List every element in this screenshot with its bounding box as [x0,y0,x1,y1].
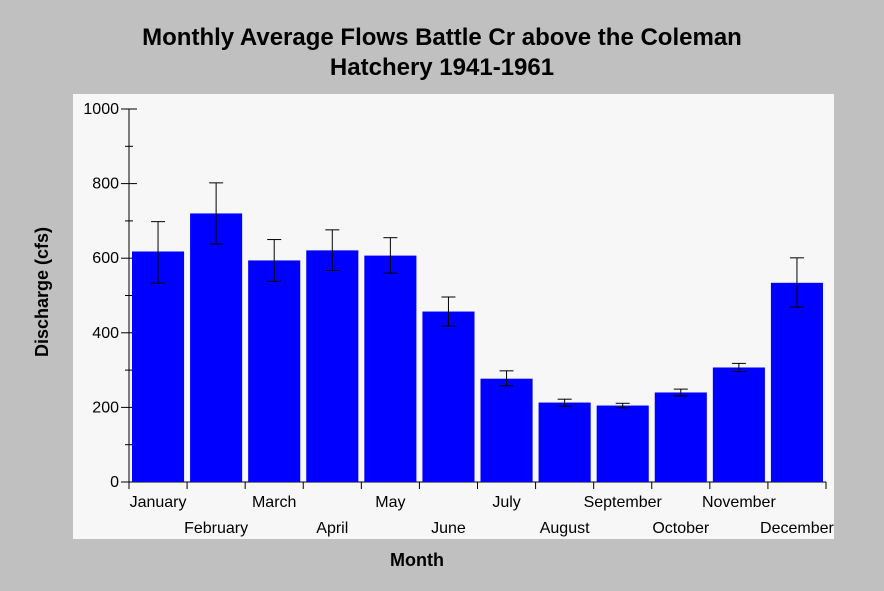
bar-december [770,282,823,482]
bar-november [712,367,765,482]
bar-january [132,251,185,482]
error-bars [151,182,804,409]
x-tick-label: September [584,494,663,511]
bar-june [422,311,475,482]
x-tick-label: October [652,520,710,537]
bar-may [364,255,417,482]
x-tick-label: March [252,494,296,511]
bar-october [654,392,707,482]
x-tick-label: February [184,520,248,537]
bar-september [596,405,649,482]
y-tick-label: 400 [92,325,119,342]
y-tick-label: 200 [92,399,119,416]
x-tick-label: May [375,494,405,511]
x-tick-label: June [431,520,466,537]
chart-title-line-2: Hatchery 1941-1961 [330,54,554,81]
chart-title-line-1: Monthly Average Flows Battle Cr above th… [142,24,742,51]
bar-series [132,213,823,482]
y-tick-label: 800 [92,176,119,193]
bar-april [306,250,359,482]
bar-march [248,260,301,482]
y-tick-label: 600 [92,250,119,267]
x-tick-label: August [540,520,590,537]
y-tick-label: 0 [110,474,119,491]
x-tick-label: January [130,494,187,511]
bar-july [480,378,533,482]
x-tick-label: November [702,494,776,511]
y-axis: 0 200 400 600 800 1000 [83,101,137,491]
bar-august [538,402,591,482]
x-axis-label: Month [390,550,444,570]
x-tick-label: December [760,520,834,537]
x-tick-label: April [316,520,348,537]
y-axis-label: Discharge (cfs) [32,227,52,357]
y-tick-label: 1000 [83,101,119,118]
bar-february [190,213,243,482]
x-tick-label: July [492,494,520,511]
